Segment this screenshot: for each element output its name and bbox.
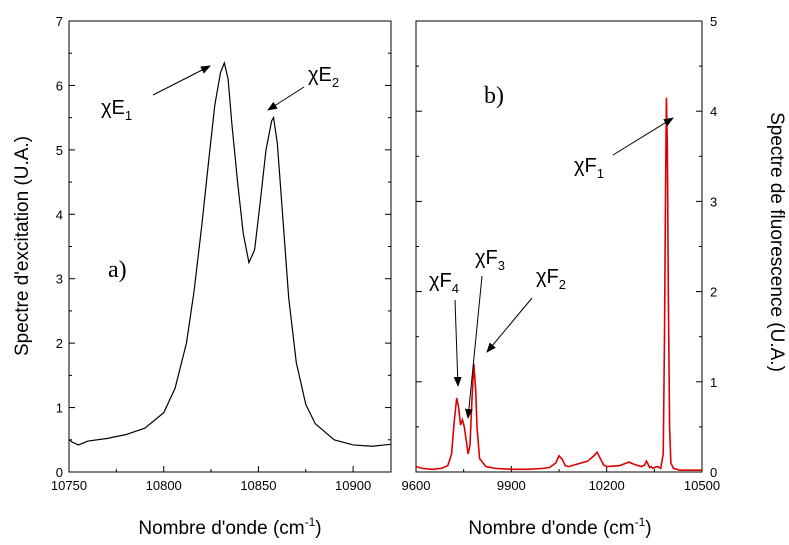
- annotation-xf1-main: χF: [574, 155, 597, 177]
- panel-a-plot-frame: [68, 20, 392, 473]
- panel-b-y-tick-label: 1: [710, 375, 717, 390]
- annotation-xf3-text: χF3: [475, 247, 505, 273]
- panel-a-y-tick-label: 6: [56, 78, 63, 93]
- panel-a-series-line: [68, 60, 392, 447]
- panel-a-label: a): [108, 257, 127, 283]
- panel-a-ticks: [68, 20, 391, 473]
- annotation-xf2-arrow: [486, 297, 533, 353]
- panel-b-x-tick-label: 9600: [402, 478, 431, 493]
- annotation-xe2-main: χE: [308, 64, 332, 86]
- annotation-xe2-arrow: [267, 86, 305, 111]
- annotation-xe2-sub: 2: [332, 75, 339, 90]
- annotation-xf4-main: χF: [429, 270, 452, 292]
- panel-a-xlabel: Nombre d'onde (cm-1): [138, 515, 321, 539]
- panel-b-y-tick-label: 5: [710, 14, 717, 29]
- panel-a-xlabel-tail: ): [315, 518, 321, 539]
- annotation-xf3-main: χF: [475, 247, 498, 269]
- panel-b-ticks: [415, 20, 703, 473]
- annotation-xf1-text: χF1: [574, 155, 604, 181]
- annotation-xe2: χE2: [267, 64, 339, 111]
- panel-b-label: b): [484, 83, 504, 109]
- panel-b-x-tick-label: 9900: [497, 478, 526, 493]
- panel-a-y-tick-label: 4: [56, 207, 63, 222]
- annotation-xf2: χF2: [486, 266, 566, 353]
- panel-a-y-tick-label: 0: [56, 465, 63, 480]
- panel-b-x-tick-label: 10500: [684, 478, 720, 493]
- panel-a-y-tick-label: 5: [56, 143, 63, 158]
- panel-b-xlabel: Nombre d'onde (cm-1): [468, 515, 651, 539]
- annotation-xf1: χF1: [574, 117, 674, 181]
- panel-b-xlabel-main: Nombre d'onde (cm: [468, 518, 634, 539]
- panel-b-ylabel: Spectre de fluorescence (U.A.): [766, 112, 787, 372]
- annotation-xe1-text: χE1: [101, 97, 132, 123]
- annotation-xf4-text: χF4: [429, 270, 459, 296]
- panel-b-series-line: [415, 97, 702, 471]
- panel-a-tick-labels: 10750 10800 10850 10900 0 1 2 3 4 5 6 7: [51, 14, 371, 493]
- annotation-xf2-main: χF: [536, 266, 559, 288]
- annotation-xe1: χE1: [101, 65, 211, 123]
- panel-a: 10750 10800 10850 10900 0 1 2 3 4 5 6 7 a) Spectre …: [12, 14, 392, 539]
- annotation-xf4-arrow: [453, 299, 462, 387]
- annotation-xe1-main: χE: [101, 97, 125, 119]
- panel-a-y-tick-label: 2: [56, 336, 63, 351]
- panel-b-y-tick-label: 4: [710, 104, 717, 119]
- panel-a-y-tick-label: 1: [56, 401, 63, 416]
- panel-a-ylabel: Spectre d'excitation (U.A.): [12, 136, 33, 356]
- panel-b-y-tick-label: 0: [710, 465, 717, 480]
- panel-a-y-tick-label: 3: [56, 272, 63, 287]
- annotation-xf1-sub: 1: [597, 166, 604, 181]
- panel-b-x-tick-label: 10200: [589, 478, 625, 493]
- panel-b-xlabel-sup: -1: [635, 515, 646, 529]
- panel-a-x-tick-label: 10800: [146, 478, 182, 493]
- annotation-xf1-arrow: [612, 117, 674, 156]
- annotation-xf3: χF3: [464, 247, 505, 419]
- annotation-xf2-text: χF2: [536, 266, 566, 292]
- panel-a-y-tick-label: 7: [56, 14, 63, 29]
- panel-b-plot-frame: [415, 20, 703, 473]
- annotation-xf4: χF4: [429, 270, 462, 387]
- annotation-xf4-sub: 4: [452, 281, 459, 296]
- annotation-xe1-sub: 1: [125, 108, 132, 123]
- panel-b-xlabel-tail: ): [645, 518, 651, 539]
- annotation-xf3-arrow: [464, 275, 483, 419]
- panel-a-x-tick-label: 10750: [51, 478, 87, 493]
- panel-a-xlabel-main: Nombre d'onde (cm: [138, 518, 304, 539]
- annotation-xf3-sub: 3: [498, 258, 505, 273]
- annotation-xe2-text: χE2: [308, 64, 339, 90]
- annotation-xe1-arrow: [152, 65, 211, 96]
- annotation-xf2-sub: 2: [559, 277, 566, 292]
- panel-a-x-tick-label: 10900: [335, 478, 371, 493]
- panel-b-y-tick-label: 3: [710, 194, 717, 209]
- panel-a-x-tick-label: 10850: [240, 478, 276, 493]
- panel-b-y-tick-label: 2: [710, 285, 717, 300]
- panel-a-xlabel-sup: -1: [305, 515, 316, 529]
